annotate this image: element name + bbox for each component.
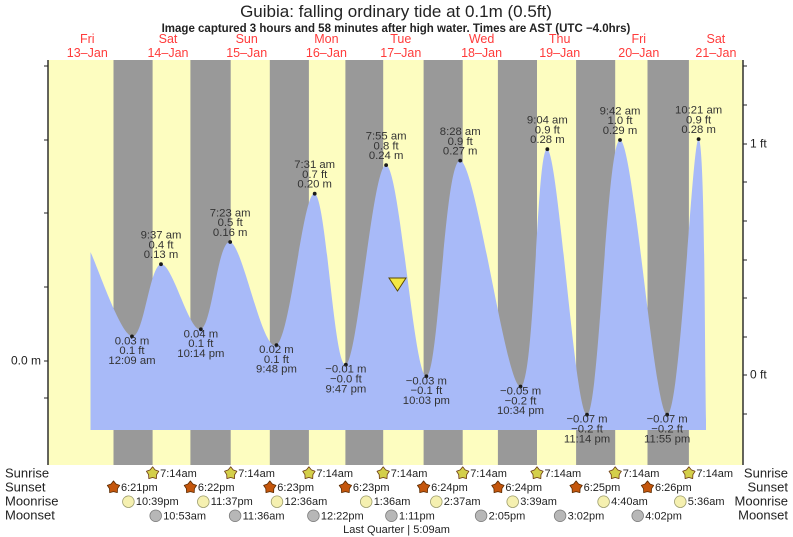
svg-text:11:37pm: 11:37pm: [211, 496, 253, 508]
svg-text:9:47 pm: 9:47 pm: [325, 383, 366, 395]
svg-text:0.29 m: 0.29 m: [603, 125, 638, 137]
svg-text:0.24 m: 0.24 m: [369, 150, 404, 162]
svg-text:Sat: Sat: [707, 32, 726, 46]
svg-text:15–Jan: 15–Jan: [226, 46, 267, 60]
svg-text:18–Jan: 18–Jan: [461, 46, 502, 60]
svg-text:7:14am: 7:14am: [160, 468, 197, 480]
svg-text:Fri: Fri: [80, 32, 95, 46]
svg-text:0.16 m: 0.16 m: [213, 227, 248, 239]
svg-text:Sunrise: Sunrise: [5, 466, 49, 481]
svg-text:Fri: Fri: [632, 32, 647, 46]
svg-text:11:55 pm: 11:55 pm: [644, 433, 690, 445]
svg-text:4:40am: 4:40am: [611, 496, 648, 508]
svg-text:0.0 m: 0.0 m: [11, 354, 41, 368]
svg-text:7:14am: 7:14am: [545, 468, 582, 480]
svg-text:21–Jan: 21–Jan: [695, 46, 736, 60]
svg-text:7:14am: 7:14am: [316, 468, 353, 480]
svg-text:10:03 pm: 10:03 pm: [403, 395, 450, 407]
svg-text:14–Jan: 14–Jan: [147, 46, 188, 60]
svg-text:Guibia: falling ordinary tide: Guibia: falling ordinary tide at 0.1m (0…: [240, 2, 552, 21]
svg-text:7:14am: 7:14am: [391, 468, 428, 480]
svg-text:0.27 m: 0.27 m: [443, 146, 478, 158]
svg-text:Image captured 3 hours and 58: Image captured 3 hours and 58 minutes af…: [162, 23, 631, 35]
svg-text:7:14am: 7:14am: [696, 468, 733, 480]
svg-text:Sunrise: Sunrise: [744, 466, 788, 481]
svg-text:6:24pm: 6:24pm: [505, 482, 542, 494]
svg-text:5:36am: 5:36am: [688, 496, 725, 508]
svg-text:0.28 m: 0.28 m: [530, 134, 565, 146]
svg-text:6:25pm: 6:25pm: [584, 482, 621, 494]
svg-text:1:36am: 1:36am: [374, 496, 411, 508]
svg-text:11:14 pm: 11:14 pm: [564, 433, 610, 445]
svg-text:6:23pm: 6:23pm: [277, 482, 314, 494]
svg-text:6:23pm: 6:23pm: [353, 482, 390, 494]
svg-text:Moonset: Moonset: [738, 508, 788, 523]
svg-text:16–Jan: 16–Jan: [306, 46, 347, 60]
svg-text:17–Jan: 17–Jan: [380, 46, 421, 60]
svg-text:2:37am: 2:37am: [444, 496, 481, 508]
svg-text:3:02pm: 3:02pm: [568, 510, 605, 522]
svg-text:6:26pm: 6:26pm: [655, 482, 692, 494]
svg-text:6:22pm: 6:22pm: [198, 482, 235, 494]
svg-text:12:22pm: 12:22pm: [321, 510, 364, 522]
svg-text:2:05pm: 2:05pm: [489, 510, 526, 522]
svg-text:6:21pm: 6:21pm: [121, 482, 158, 494]
svg-text:7:14am: 7:14am: [623, 468, 660, 480]
svg-text:Last Quarter | 5:09am: Last Quarter | 5:09am: [343, 524, 450, 536]
svg-text:0 ft: 0 ft: [750, 368, 767, 382]
svg-text:9:48 pm: 9:48 pm: [256, 364, 297, 376]
svg-text:20–Jan: 20–Jan: [618, 46, 659, 60]
svg-text:10:34 pm: 10:34 pm: [497, 405, 544, 417]
svg-text:1 ft: 1 ft: [750, 137, 767, 151]
svg-text:Sunset: Sunset: [748, 480, 789, 495]
svg-text:0.28 m: 0.28 m: [681, 124, 716, 136]
svg-text:Moonset: Moonset: [5, 508, 55, 523]
svg-text:11:36am: 11:36am: [243, 510, 285, 522]
svg-text:Moonrise: Moonrise: [5, 494, 58, 509]
svg-text:Sunset: Sunset: [5, 480, 46, 495]
svg-text:13–Jan: 13–Jan: [67, 46, 108, 60]
svg-text:19–Jan: 19–Jan: [539, 46, 580, 60]
svg-text:12:36am: 12:36am: [285, 496, 328, 508]
svg-text:0.20 m: 0.20 m: [297, 179, 332, 191]
svg-text:12:09 am: 12:09 am: [108, 355, 155, 367]
svg-text:10:39pm: 10:39pm: [136, 496, 179, 508]
svg-text:7:14am: 7:14am: [470, 468, 507, 480]
svg-text:3:39am: 3:39am: [520, 496, 557, 508]
svg-text:10:14 pm: 10:14 pm: [177, 348, 224, 360]
svg-text:0.13 m: 0.13 m: [144, 249, 179, 261]
svg-text:10:53am: 10:53am: [163, 510, 206, 522]
svg-text:4:02pm: 4:02pm: [645, 510, 682, 522]
svg-text:Moonrise: Moonrise: [735, 494, 788, 509]
svg-text:7:14am: 7:14am: [238, 468, 275, 480]
svg-text:6:24pm: 6:24pm: [431, 482, 468, 494]
svg-text:1:11pm: 1:11pm: [399, 510, 435, 522]
